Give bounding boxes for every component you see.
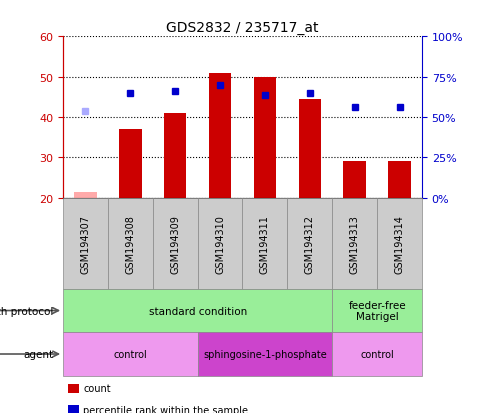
Bar — [287, 198, 332, 289]
Bar — [332, 289, 421, 332]
Bar — [343, 162, 365, 198]
Bar — [376, 198, 421, 289]
Bar — [253, 78, 275, 198]
Bar — [107, 198, 152, 289]
Bar — [63, 289, 332, 332]
Title: GDS2832 / 235717_at: GDS2832 / 235717_at — [166, 21, 318, 35]
Text: agent: agent — [23, 349, 53, 359]
Bar — [332, 332, 421, 376]
Text: count: count — [83, 383, 111, 393]
Bar — [63, 332, 197, 376]
Text: growth protocol: growth protocol — [0, 306, 53, 316]
Text: control: control — [360, 349, 393, 359]
Text: feeder-free
Matrigel: feeder-free Matrigel — [348, 300, 405, 322]
Text: GSM194310: GSM194310 — [214, 214, 225, 273]
Text: GSM194309: GSM194309 — [170, 214, 180, 273]
Text: GSM194311: GSM194311 — [259, 214, 270, 273]
Text: control: control — [113, 349, 147, 359]
Bar — [63, 198, 107, 289]
Text: GSM194308: GSM194308 — [125, 214, 135, 273]
Text: GSM194307: GSM194307 — [80, 214, 91, 273]
Bar — [164, 114, 186, 198]
Text: GSM194314: GSM194314 — [393, 214, 404, 273]
Text: GSM194313: GSM194313 — [349, 214, 359, 273]
Bar — [209, 74, 231, 198]
Bar — [197, 198, 242, 289]
Bar — [74, 192, 96, 198]
Text: sphingosine-1-phosphate: sphingosine-1-phosphate — [203, 349, 326, 359]
Bar — [242, 198, 287, 289]
Bar — [332, 198, 376, 289]
Text: percentile rank within the sample: percentile rank within the sample — [83, 405, 248, 413]
Text: standard condition: standard condition — [148, 306, 246, 316]
Text: GSM194312: GSM194312 — [304, 214, 314, 273]
Bar — [152, 198, 197, 289]
Bar — [388, 162, 410, 198]
Bar — [197, 332, 332, 376]
Bar — [119, 130, 141, 198]
Bar — [298, 100, 320, 198]
